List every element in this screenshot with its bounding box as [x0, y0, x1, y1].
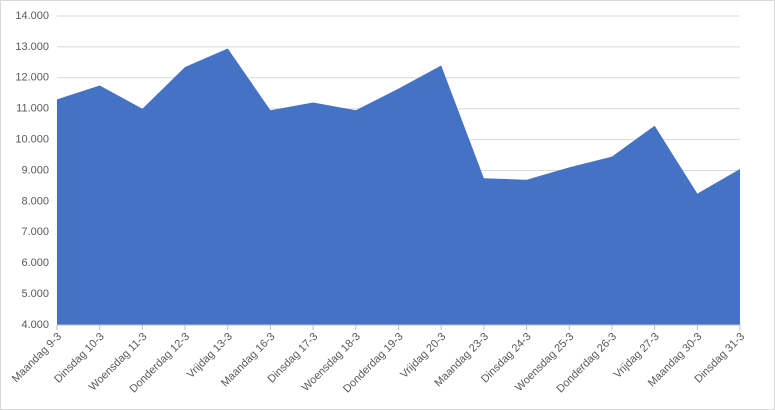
y-tick-label: 8.000	[21, 195, 49, 207]
y-tick-label: 7.000	[21, 226, 49, 238]
y-tick-label: 11.000	[16, 103, 49, 115]
y-tick-label: 12.000	[15, 72, 49, 84]
y-tick-label: 5.000	[21, 288, 49, 300]
y-tick-label: 14.000	[15, 10, 49, 22]
y-tick-label: 6.000	[21, 257, 49, 269]
y-tick-label: 9.000	[21, 164, 49, 176]
area	[57, 48, 740, 325]
y-tick-label: 10.000	[15, 134, 49, 146]
y-tick-label: 13.000	[15, 41, 49, 53]
y-tick-label: 4.000	[21, 319, 49, 331]
